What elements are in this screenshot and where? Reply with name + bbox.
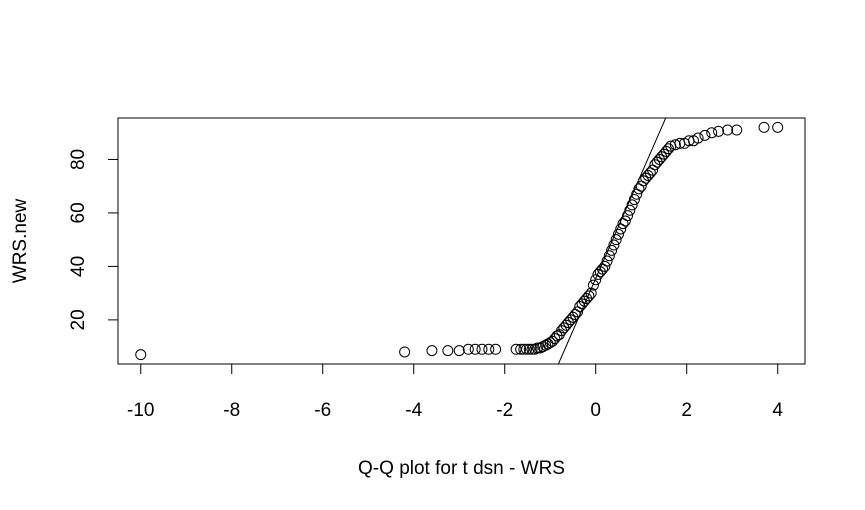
data-point bbox=[622, 210, 634, 222]
y-tick-label: 80 bbox=[68, 149, 89, 170]
data-point bbox=[599, 260, 611, 272]
data-point bbox=[490, 343, 502, 355]
data-point bbox=[469, 343, 481, 355]
x-tick-label: 4 bbox=[772, 400, 783, 421]
data-point bbox=[706, 127, 718, 139]
data-point bbox=[518, 343, 530, 355]
data-point bbox=[601, 255, 613, 267]
data-point bbox=[758, 121, 770, 133]
data-point bbox=[399, 346, 411, 358]
data-point bbox=[722, 124, 734, 136]
data-point bbox=[713, 125, 725, 137]
data-point bbox=[624, 204, 636, 216]
y-axis-label: WRS.new bbox=[10, 198, 31, 283]
data-point bbox=[583, 290, 595, 302]
y-tick-label: 40 bbox=[68, 256, 89, 277]
y-tick-label: 20 bbox=[68, 309, 89, 330]
x-axis: -10 -8 -6 -4 -2 0 2 4 bbox=[127, 363, 783, 421]
data-point bbox=[483, 343, 495, 355]
y-axis: 20 40 60 80 bbox=[68, 149, 119, 330]
data-point bbox=[453, 345, 465, 357]
data-point bbox=[603, 250, 615, 262]
x-axis-label: Q-Q plot for t dsn - WRS bbox=[358, 458, 565, 479]
data-point bbox=[476, 343, 488, 355]
data-point bbox=[515, 343, 527, 355]
data-point bbox=[626, 199, 638, 211]
x-tick-label: 0 bbox=[590, 400, 601, 421]
reference-line-group bbox=[557, 117, 667, 365]
x-tick-label: 2 bbox=[681, 400, 692, 421]
data-point bbox=[521, 343, 533, 355]
data-point bbox=[608, 239, 620, 251]
data-point bbox=[692, 132, 704, 144]
data-point bbox=[669, 139, 681, 151]
data-point bbox=[663, 143, 675, 155]
data-point bbox=[628, 194, 640, 206]
data-point bbox=[531, 342, 543, 354]
data-point bbox=[526, 343, 538, 355]
x-tick-label: -4 bbox=[405, 400, 422, 421]
data-point bbox=[699, 129, 711, 141]
data-points bbox=[135, 121, 784, 361]
data-point bbox=[606, 244, 618, 256]
data-point bbox=[523, 343, 535, 355]
data-point bbox=[587, 279, 599, 291]
x-tick-label: -6 bbox=[314, 400, 331, 421]
data-point bbox=[612, 228, 624, 240]
x-tick-label: -2 bbox=[496, 400, 513, 421]
data-point bbox=[731, 124, 743, 136]
reference-line bbox=[557, 117, 667, 365]
data-point bbox=[442, 345, 454, 357]
data-point bbox=[772, 121, 784, 133]
x-tick-label: -8 bbox=[223, 400, 240, 421]
plot-frame bbox=[117, 117, 806, 365]
data-point bbox=[610, 234, 622, 246]
data-point bbox=[135, 349, 147, 361]
x-tick-label: -10 bbox=[127, 400, 154, 421]
data-point bbox=[426, 345, 438, 357]
y-tick-label: 60 bbox=[68, 202, 89, 223]
data-point bbox=[462, 343, 474, 355]
